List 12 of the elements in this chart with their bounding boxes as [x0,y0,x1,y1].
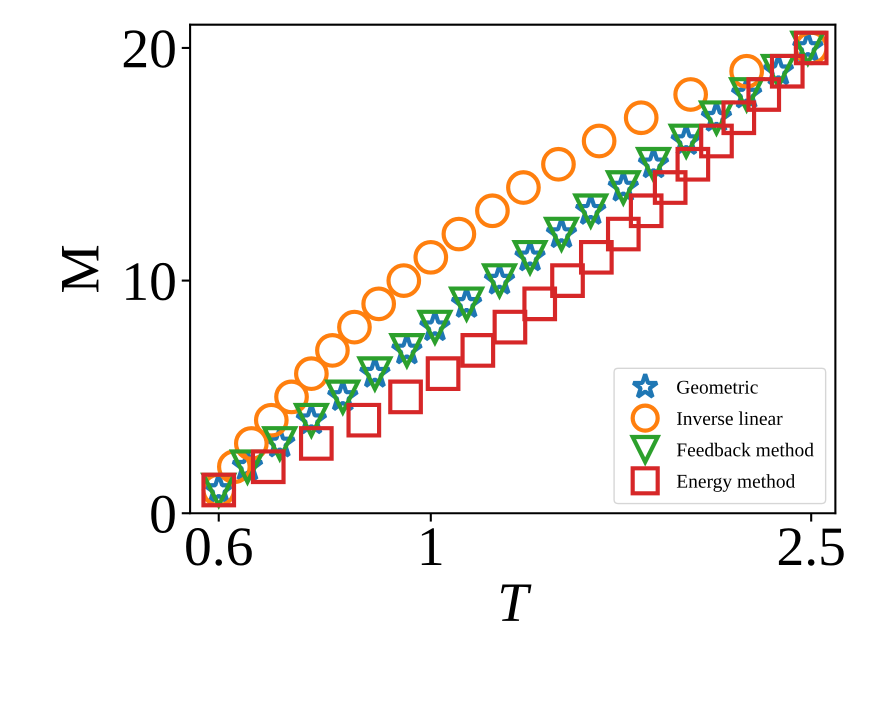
y-tick-label: 10 [126,262,175,300]
legend-label: Energy method [676,474,796,492]
y-tick-label: 20 [124,30,175,68]
x-tick-label: 2.5 [778,528,844,566]
y-axis-title: M [62,246,98,292]
x-axis-title: T [500,584,532,621]
legend-label: Geometric [677,380,758,394]
legend-label: Inverse linear [677,411,782,426]
x-tick-label: 1 [422,528,442,565]
y-tick-label: 0 [151,496,175,534]
legend-label: Feedback method [676,442,814,456]
x-tick-label: 0.6 [186,528,252,566]
